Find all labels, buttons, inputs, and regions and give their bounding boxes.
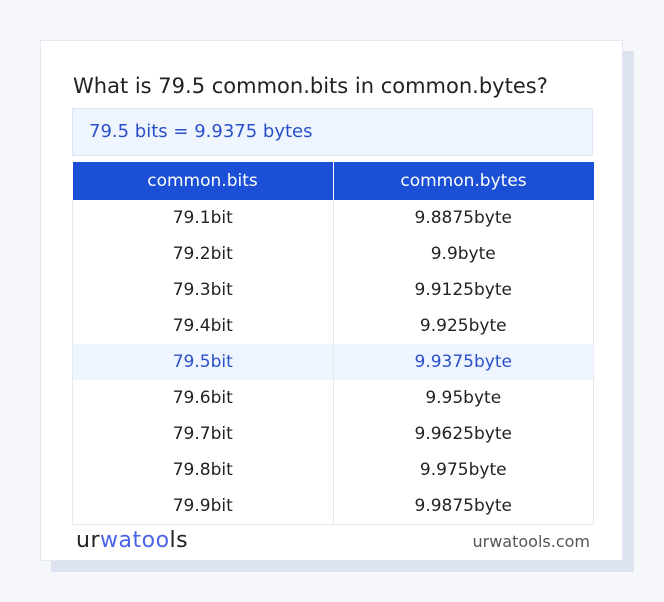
conversion-table: common.bits common.bytes 79.1bit 9.8875by…: [72, 162, 594, 525]
site-link[interactable]: urwatools.com: [472, 532, 591, 551]
bits-cell: 79.1bit: [72, 200, 334, 236]
table-row: 79.8bit 9.975byte: [72, 452, 594, 488]
table-row: 79.6bit 9.95byte: [72, 380, 594, 416]
bits-cell: 79.4bit: [72, 308, 334, 344]
bits-cell: 79.9bit: [72, 488, 334, 525]
table-row: 79.4bit 9.925byte: [72, 308, 594, 344]
table-row: 79.1bit 9.8875byte: [72, 200, 594, 236]
bytes-cell: 9.9625byte: [332, 416, 594, 452]
bits-cell: 79.6bit: [72, 380, 334, 416]
result-box: 79.5 bits = 9.9375 bytes: [72, 108, 593, 156]
bytes-cell: 9.9byte: [332, 236, 594, 272]
table-row: 79.2bit 9.9byte: [72, 236, 594, 272]
bits-cell: 79.2bit: [72, 236, 334, 272]
table-row: 79.7bit 9.9625byte: [72, 416, 594, 452]
bytes-cell: 9.95byte: [332, 380, 594, 416]
column-header-bits: common.bits: [72, 162, 333, 200]
bytes-cell: 9.8875byte: [332, 200, 594, 236]
bits-cell: 79.8bit: [72, 452, 334, 488]
bytes-cell: 9.9875byte: [332, 488, 594, 525]
converter-card: What is 79.5 common.bits in common.bytes…: [40, 40, 623, 561]
bits-cell: 79.7bit: [72, 416, 334, 452]
bytes-cell: 9.9375byte: [332, 344, 594, 380]
bits-cell: 79.3bit: [72, 272, 334, 308]
bytes-cell: 9.925byte: [332, 308, 594, 344]
bytes-cell: 9.975byte: [332, 452, 594, 488]
bytes-cell: 9.9125byte: [332, 272, 594, 308]
bits-cell: 79.5bit: [72, 344, 334, 380]
table-row: 79.3bit 9.9125byte: [72, 272, 594, 308]
page-title: What is 79.5 common.bits in common.bytes…: [73, 74, 548, 98]
table-row: 79.5bit 9.9375byte: [72, 344, 594, 380]
table-row: 79.9bit 9.9875byte: [72, 488, 594, 525]
urwatools-logo[interactable]: urwatools: [76, 528, 189, 553]
column-header-bytes: common.bytes: [332, 162, 594, 200]
